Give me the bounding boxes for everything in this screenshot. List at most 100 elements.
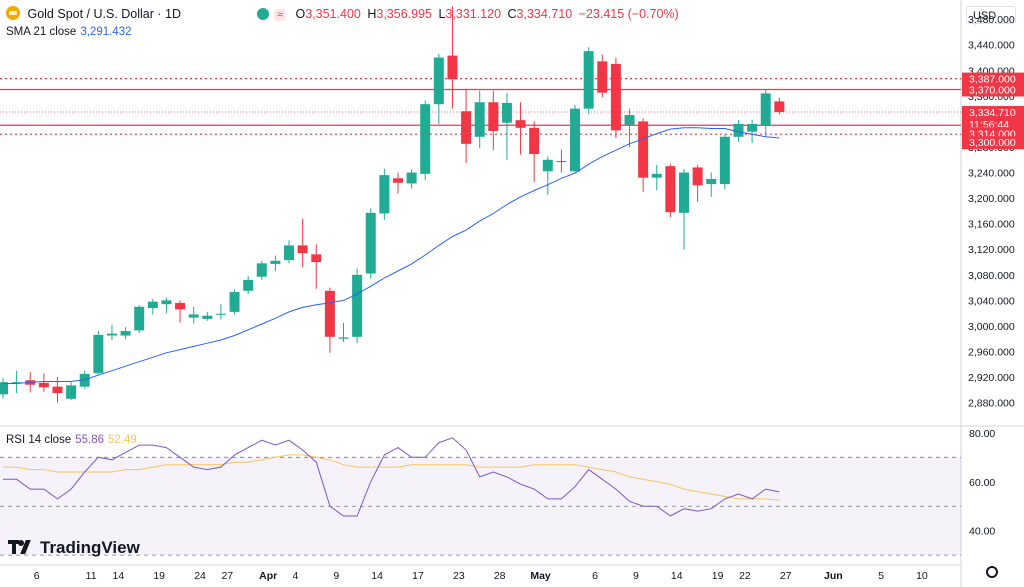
price-tick-label: 3,000.000 — [968, 321, 1015, 333]
candle-up — [719, 136, 730, 185]
rsi-ma-line — [3, 454, 780, 501]
price-tick-label: 3,200.000 — [968, 193, 1015, 205]
candle-down — [529, 127, 540, 155]
time-tick-label: 9 — [333, 570, 339, 582]
candle-down — [692, 167, 703, 186]
time-tick-label: 6 — [34, 570, 40, 582]
candle-up — [106, 333, 117, 336]
candle-down — [311, 254, 322, 263]
high-value: 3,356.995 — [376, 7, 432, 21]
time-tick-label: 10 — [916, 570, 928, 582]
rsi-ma-value: 52.49 — [107, 434, 137, 446]
time-tick-label: 11 — [86, 570, 97, 582]
time-tick-label: 22 — [739, 570, 751, 582]
close-value: 3,334.710 — [516, 7, 573, 21]
candle-up — [365, 212, 376, 274]
candle-up — [624, 115, 635, 125]
candle-down — [515, 120, 526, 128]
candle-down — [610, 63, 621, 131]
settings-gear-icon[interactable] — [986, 566, 998, 578]
price-tick-label: 2,960.000 — [968, 347, 1015, 359]
candle-down — [461, 111, 472, 144]
sma-value: 3,291.432 — [80, 26, 132, 38]
rsi-value: 55.86 — [75, 434, 104, 446]
tradingview-logo-icon — [8, 540, 36, 554]
watermark-text: TradingView — [40, 538, 140, 557]
symbol-title[interactable]: Gold Spot / U.S. Dollar · 1D — [27, 7, 182, 21]
open-value: 3,351.400 — [305, 7, 361, 21]
time-tick-label: 14 — [371, 570, 383, 582]
price-tick-label: 3,080.000 — [968, 270, 1015, 282]
candle-up — [747, 123, 758, 132]
candle-up — [284, 245, 295, 261]
market-status-icon[interactable] — [256, 8, 269, 20]
rsi-tick-label: 60.00 — [969, 477, 995, 489]
time-tick-label: 14 — [112, 570, 124, 582]
time-tick-label: 27 — [780, 570, 792, 582]
candle-up — [542, 159, 553, 172]
rsi-label: RSI 14 close — [6, 434, 72, 446]
level-price-label: 3,300.000 — [969, 137, 1016, 149]
currency-selector[interactable]: USD — [966, 6, 1016, 24]
candle-up — [79, 373, 90, 387]
level-price-label: 3,387.000 — [969, 74, 1016, 86]
level-price-tag — [962, 72, 1024, 86]
candle-down — [297, 245, 308, 254]
candle-up — [679, 172, 689, 213]
candle-up — [474, 102, 485, 137]
level-price-tag — [962, 83, 1024, 97]
candle-up — [433, 57, 444, 105]
price-tick-label: 3,160.000 — [968, 219, 1015, 231]
candle-up — [66, 385, 77, 399]
candle-down — [324, 290, 335, 337]
candle-down — [38, 382, 49, 388]
candle-up — [229, 292, 240, 312]
tradingview-watermark: TradingView — [8, 538, 140, 558]
candle-up — [93, 334, 104, 374]
candle-down — [392, 178, 403, 183]
candle-up — [243, 279, 254, 291]
candle-up — [651, 173, 662, 178]
candle-up — [733, 123, 744, 137]
candle-up — [406, 172, 417, 184]
data-badge[interactable]: ≈ — [273, 9, 287, 21]
level-price-label: 3,370.000 — [969, 84, 1016, 96]
time-tick-label: 28 — [494, 570, 506, 582]
close-label: C — [507, 7, 517, 21]
candle-up — [570, 108, 581, 172]
candle-up — [706, 178, 717, 185]
level-price-label: 3,334.710 — [969, 107, 1016, 119]
candle-up — [338, 337, 349, 339]
time-tick-label: 6 — [592, 570, 598, 582]
rsi-tick-label: 40.00 — [969, 526, 995, 538]
high-label: H — [367, 7, 377, 21]
candle-up — [379, 175, 390, 214]
rsi-tick-label: 80.00 — [969, 428, 995, 440]
candle-up — [501, 102, 512, 123]
candle-up — [352, 274, 363, 337]
rsi-line — [3, 437, 780, 517]
candle-up — [420, 104, 431, 174]
time-tick-label: 19 — [153, 570, 165, 582]
candle-up — [11, 382, 22, 384]
candle-down — [597, 61, 608, 93]
rsi-legend[interactable]: RSI 14 close 55.86 52.49 — [6, 434, 137, 446]
price-tick-label: 2,920.000 — [968, 372, 1015, 384]
time-tick-label: 5 — [878, 570, 884, 582]
price-tick-label: 3,240.000 — [968, 168, 1015, 180]
time-tick-label: 27 — [221, 570, 233, 582]
change-value: −23.415 (−0.70%) — [578, 7, 679, 21]
candle-up — [215, 313, 226, 315]
price-tick-label: 2,880.000 — [968, 398, 1015, 410]
sma-legend[interactable]: SMA 21 close 3,291.432 — [6, 26, 132, 38]
candle-down — [447, 55, 458, 80]
time-tick-label: May — [530, 570, 551, 582]
candle-up — [134, 306, 145, 331]
candle-down — [638, 121, 649, 178]
candle-up — [583, 51, 594, 109]
candle-up — [202, 315, 213, 319]
time-tick-label: 17 — [412, 570, 424, 582]
candle-down — [175, 302, 186, 310]
price-tick-label: 3,440.000 — [968, 40, 1015, 52]
